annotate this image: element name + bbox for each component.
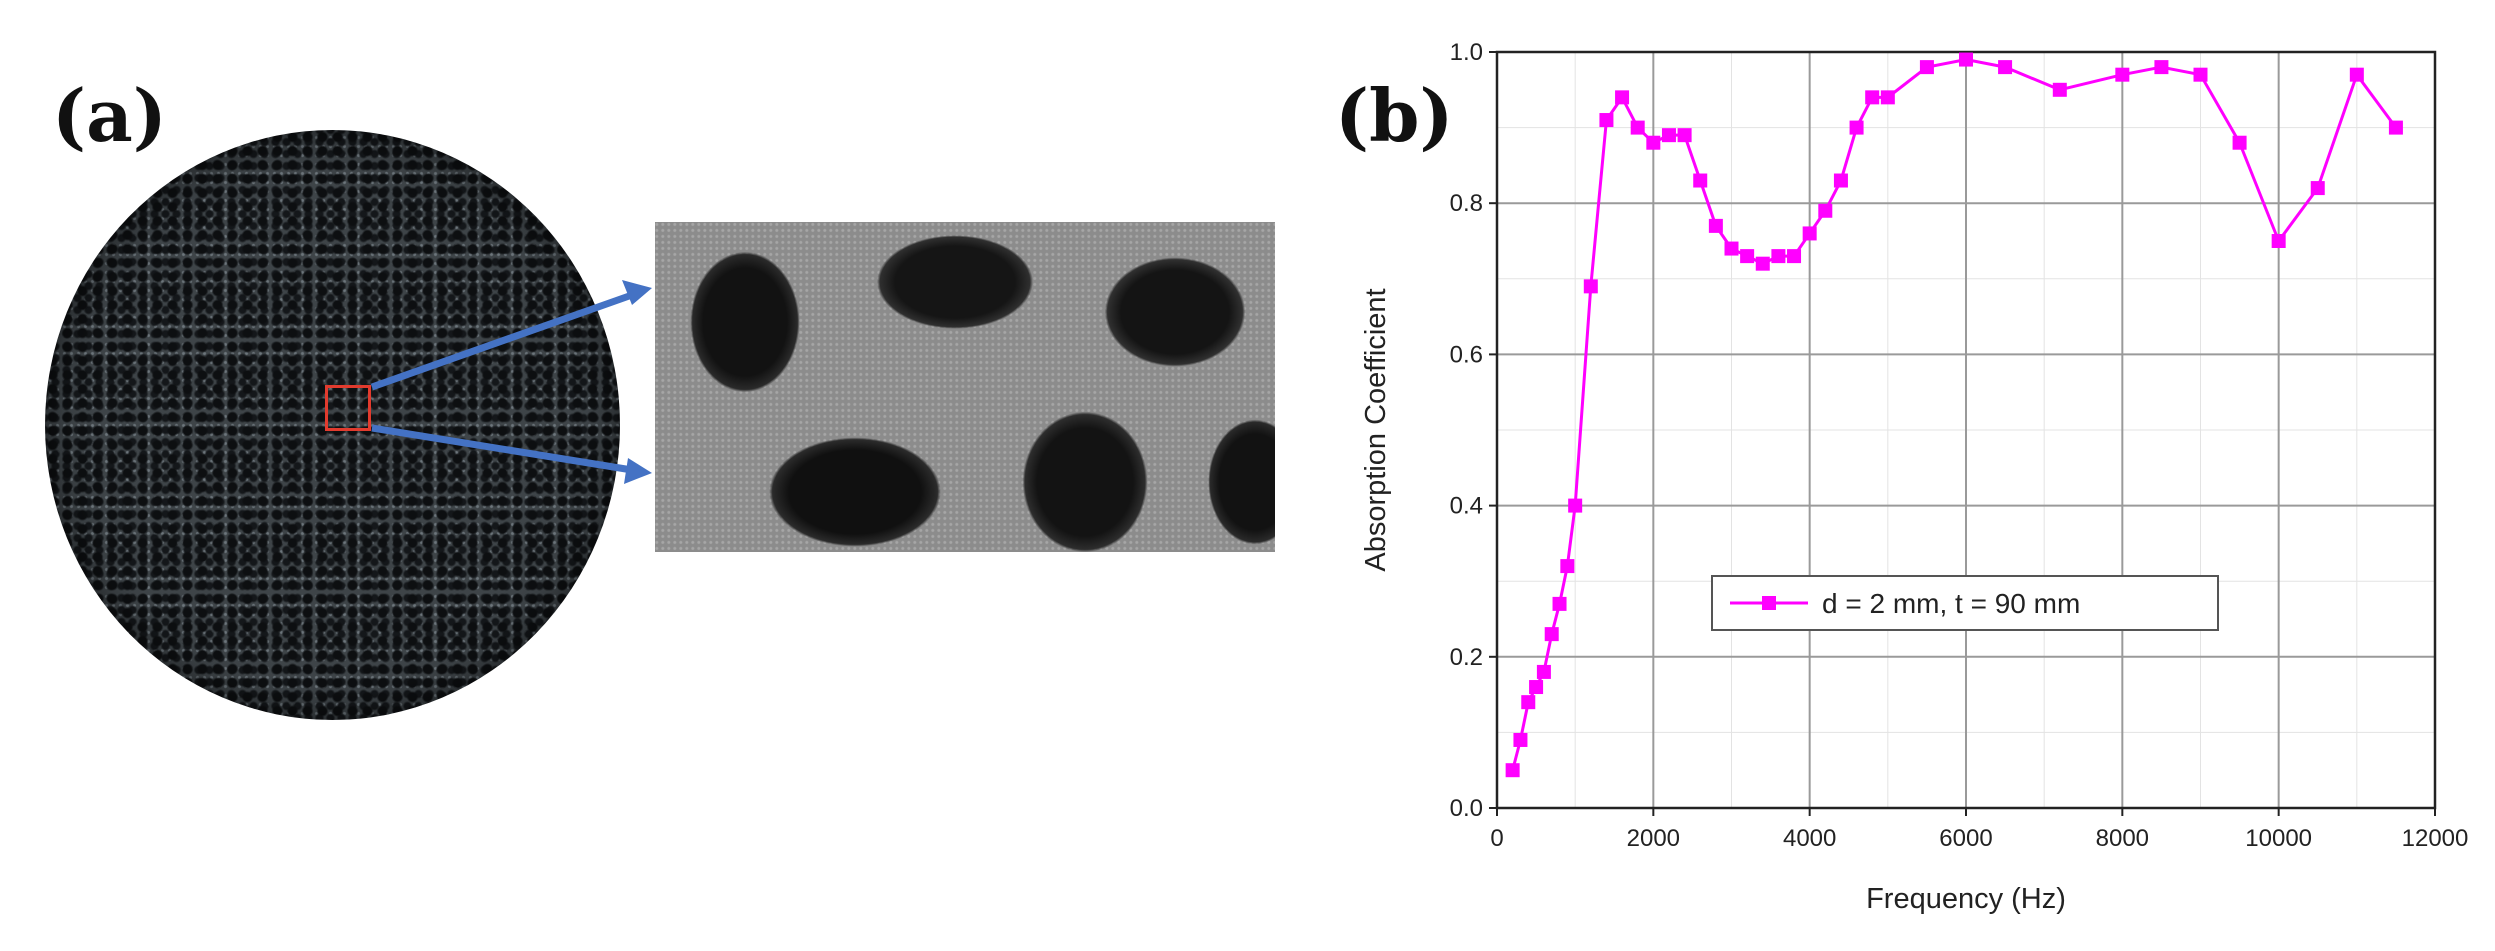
y-axis-title: Absorption Coefficient <box>1360 288 1392 571</box>
data-point-marker <box>1802 226 1817 241</box>
legend: d = 2 mm, t = 90 mm <box>1711 575 2219 631</box>
data-point-marker <box>2349 67 2364 82</box>
zoom-region-box <box>325 385 371 431</box>
y-axis-ticks: 0.0 0.2 0.4 0.6 0.8 1.0 <box>1450 39 1497 822</box>
x-tick-label: 8000 <box>2096 825 2149 852</box>
data-point-marker <box>1833 173 1848 188</box>
data-point-marker <box>1615 90 1630 105</box>
data-point-marker <box>1708 218 1723 233</box>
data-point-marker <box>1693 173 1708 188</box>
legend-label: d = 2 mm, t = 90 mm <box>1822 588 2080 619</box>
data-point-marker <box>2271 234 2286 248</box>
data-point-marker <box>2193 67 2208 82</box>
major-gridlines <box>1497 52 2435 808</box>
data-point-marker <box>1505 763 1520 778</box>
data-point-marker <box>1599 113 1614 128</box>
data-point-marker <box>1818 203 1833 218</box>
series-line <box>1511 58 2398 771</box>
data-point-marker <box>1646 135 1661 150</box>
data-point-marker <box>1740 249 1755 264</box>
data-point-marker <box>1959 52 1973 67</box>
data-point-marker <box>2154 60 2169 75</box>
data-point-marker <box>1787 249 1802 264</box>
data-point-marker <box>1724 241 1739 256</box>
x-tick-label: 0 <box>1490 825 1503 852</box>
zoom-arrow-bottom-head <box>624 458 652 484</box>
data-point-marker <box>1677 128 1692 143</box>
x-tick-label: 4000 <box>1783 825 1836 852</box>
x-axis-title: Frequency (Hz) <box>1866 883 2066 915</box>
data-point-marker <box>1568 498 1583 513</box>
data-point-marker <box>1630 120 1645 135</box>
x-tick-label: 2000 <box>1627 825 1680 852</box>
data-point-marker <box>2232 135 2247 150</box>
panel-label-a: (a) <box>52 73 167 158</box>
data-point-marker <box>1521 695 1536 710</box>
y-tick-label: 0.0 <box>1450 795 1483 822</box>
x-tick-label: 12000 <box>2402 825 2469 852</box>
x-axis-ticks: 0 2000 4000 6000 8000 10000 12000 <box>1490 808 2468 852</box>
data-point-marker <box>1536 664 1551 679</box>
x-tick-label: 10000 <box>2245 825 2312 852</box>
zoom-arrow-bottom <box>371 424 633 474</box>
data-point-marker <box>1544 627 1559 642</box>
zoom-arrow-top <box>370 291 634 391</box>
sem-micrograph-image <box>655 222 1275 552</box>
data-point-marker <box>2388 120 2403 135</box>
data-point-marker <box>1919 60 1934 75</box>
data-point-marker <box>1560 559 1575 574</box>
data-point-marker <box>1771 249 1786 264</box>
data-point-marker <box>1849 120 1864 135</box>
data-point-marker <box>1755 256 1770 271</box>
data-point-marker <box>1583 279 1598 294</box>
zoom-arrow-top-head <box>622 280 652 305</box>
data-point-marker <box>2052 82 2067 97</box>
y-tick-label: 0.6 <box>1450 341 1483 368</box>
data-point-marker <box>1552 596 1567 611</box>
legend-marker <box>1762 596 1776 610</box>
series-group <box>1505 52 2403 778</box>
data-point-marker <box>2115 67 2130 82</box>
data-point-marker <box>1529 680 1544 695</box>
data-point-marker <box>1880 90 1895 105</box>
data-point-marker <box>2310 181 2325 196</box>
y-tick-label: 0.4 <box>1450 493 1483 520</box>
panel-label-b: (b) <box>1335 73 1454 158</box>
y-tick-label: 0.2 <box>1450 644 1483 671</box>
metal-foam-sample-photo <box>45 130 620 720</box>
data-point-marker <box>1998 60 2013 75</box>
data-point-marker <box>1865 90 1880 105</box>
data-point-marker <box>1661 128 1676 143</box>
y-tick-label: 0.8 <box>1450 190 1483 217</box>
x-tick-label: 6000 <box>1939 825 1992 852</box>
data-point-marker <box>1513 732 1528 747</box>
y-tick-label: 1.0 <box>1450 39 1483 66</box>
